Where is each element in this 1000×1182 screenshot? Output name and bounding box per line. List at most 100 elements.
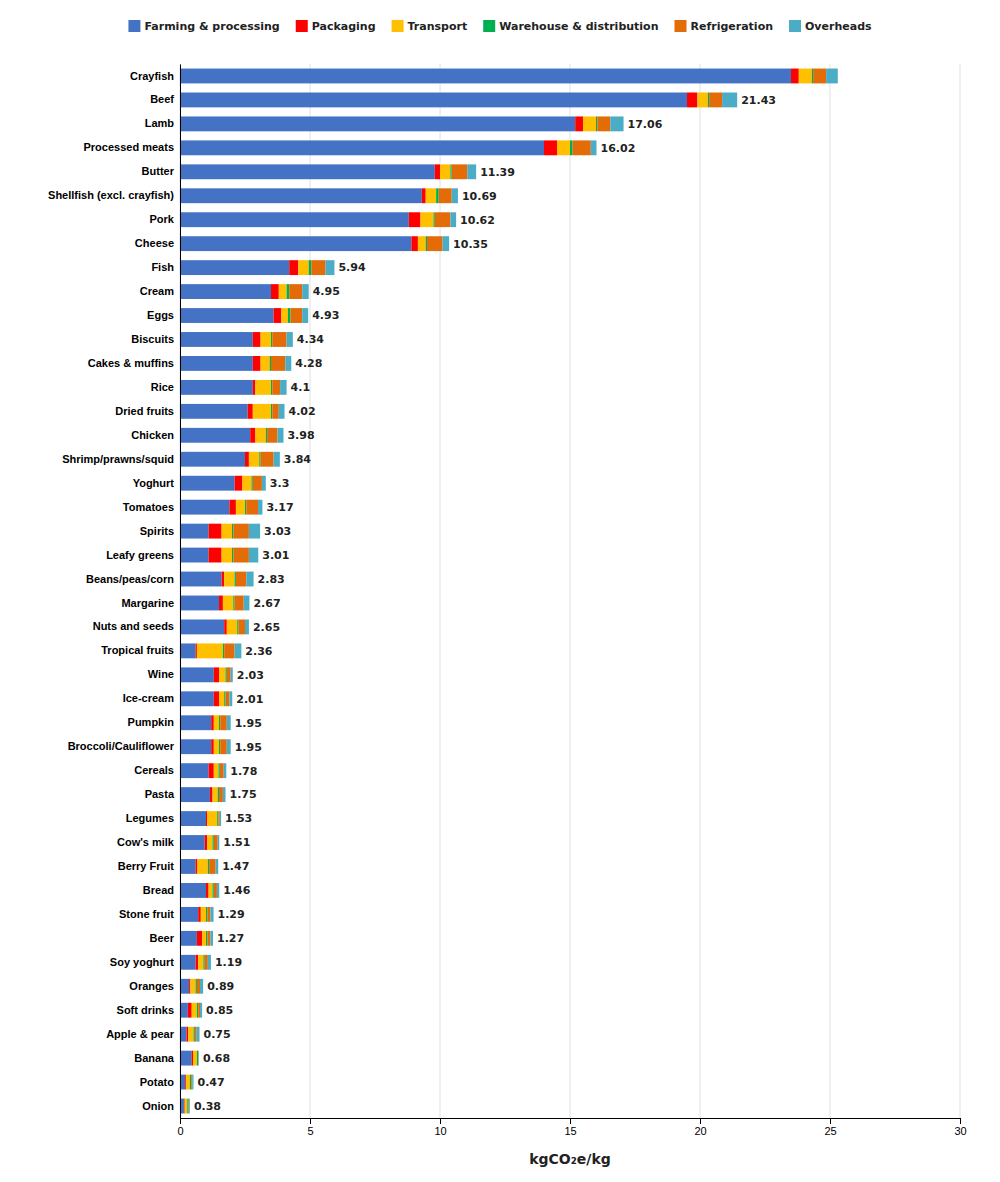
bar-segment [249, 524, 260, 539]
y-tick-label: Tomatoes [123, 501, 174, 513]
bar-segment [180, 883, 206, 898]
y-tick-label: Leafy greens [106, 549, 174, 561]
total-label: 10.62 [460, 214, 495, 227]
bar-segment [709, 93, 722, 108]
bar-segment [311, 260, 325, 275]
y-tick: Soy yoghurt [110, 956, 180, 968]
y-tick: Spirits [140, 525, 180, 537]
bar-segment [237, 620, 238, 635]
y-tick: Dried fruits [115, 405, 180, 417]
bar-segment [261, 452, 274, 467]
y-tick-label: Beans/peas/corn [86, 573, 174, 585]
bar-segment [439, 188, 452, 203]
bar-segment [190, 979, 195, 994]
y-tick: Cereals [134, 764, 180, 776]
bar-segment [180, 140, 544, 155]
bar-segment [180, 835, 205, 850]
bar-segment [226, 667, 227, 682]
bar-segment [220, 763, 224, 778]
bar-segment [309, 260, 312, 275]
bar-segment [209, 524, 222, 539]
bar-segment [213, 883, 214, 898]
x-tick-label: 20 [694, 1125, 706, 1137]
x-tick-label: 5 [307, 1125, 313, 1137]
total-label: 10.35 [453, 238, 488, 251]
bar-segment [202, 931, 206, 946]
bar-segment [435, 164, 440, 179]
y-axis: CrayfishBeefLambProcessed meatsButterShe… [48, 65, 180, 1119]
bar-segment [180, 931, 197, 946]
x-tick-mark [830, 1118, 831, 1124]
bar-segment [274, 452, 280, 467]
bar-segment [435, 212, 451, 227]
bar-segment [219, 787, 223, 802]
legend-label: Farming & processing [144, 20, 279, 33]
bar-segment [227, 739, 231, 754]
total-label: 1.75 [230, 788, 257, 801]
bar-segment [196, 643, 197, 658]
bar-segment [194, 1027, 195, 1042]
total-label: 1.47 [222, 860, 249, 873]
bar-segment [235, 572, 236, 587]
bar-segment [214, 763, 219, 778]
bar-segment [197, 931, 202, 946]
bar-segment [231, 667, 233, 682]
total-labels: 21.4317.0616.0211.3910.6910.6210.355.944… [194, 94, 776, 1113]
total-label: 10.69 [462, 190, 497, 203]
y-tick-label: Cream [140, 285, 174, 297]
total-label: 3.17 [266, 501, 293, 514]
y-tick: Pork [150, 213, 180, 225]
bar-segment [279, 404, 285, 419]
bar-segment [708, 93, 709, 108]
total-label: 1.27 [217, 932, 244, 945]
bar-segment [188, 1003, 192, 1018]
y-tick: Pumpkin [128, 716, 180, 728]
bar-segment [253, 332, 261, 347]
bar-segment [253, 380, 256, 395]
bar-segment [255, 380, 271, 395]
bar-segment [180, 691, 214, 706]
bar-segment [213, 835, 214, 850]
legend-swatch [296, 20, 308, 32]
bar-segment [180, 332, 253, 347]
y-tick-label: Cheese [135, 237, 174, 249]
y-tick-label: Shellfish (excl. crayfish) [48, 189, 174, 201]
legend-label: Warehouse & distribution [499, 20, 658, 33]
bar-segment [288, 308, 291, 323]
bar-segment [597, 116, 610, 131]
bar-segment [223, 596, 233, 611]
bar-segment [262, 476, 266, 491]
y-tick-label: Banana [134, 1052, 175, 1064]
bar-segment [214, 691, 219, 706]
total-label: 2.67 [253, 597, 280, 610]
total-label: 0.38 [194, 1100, 221, 1113]
total-label: 4.1 [291, 381, 311, 394]
grid-line [960, 64, 961, 1118]
bar-segment [239, 620, 246, 635]
x-tick: 15 [564, 1118, 576, 1137]
total-label: 2.65 [253, 621, 280, 634]
bar-segment [219, 596, 223, 611]
y-tick-label: Berry Fruit [118, 860, 175, 872]
bar-segment [180, 260, 289, 275]
bar-segment [206, 883, 209, 898]
y-tick: Soft drinks [117, 1004, 180, 1016]
bar-segment [259, 452, 260, 467]
bar-segment [246, 572, 253, 587]
y-tick: Rice [151, 381, 180, 393]
y-tick-label: Eggs [147, 309, 174, 321]
bar-segment [189, 1099, 191, 1114]
bar-segment [180, 428, 250, 443]
bar-segment [180, 907, 198, 922]
total-label: 1.53 [225, 812, 252, 825]
bar-segment [227, 715, 231, 730]
legend-swatch [483, 20, 495, 32]
series [180, 69, 791, 1114]
bar-segment [180, 188, 422, 203]
total-label: 4.34 [297, 333, 324, 346]
bar-segment [591, 140, 597, 155]
y-tick: Ice-cream [123, 692, 180, 704]
chart: 051015202530CrayfishBeefLambProcessed me… [0, 0, 1000, 1182]
bar-segment [826, 69, 838, 84]
total-label: 4.95 [313, 285, 340, 298]
